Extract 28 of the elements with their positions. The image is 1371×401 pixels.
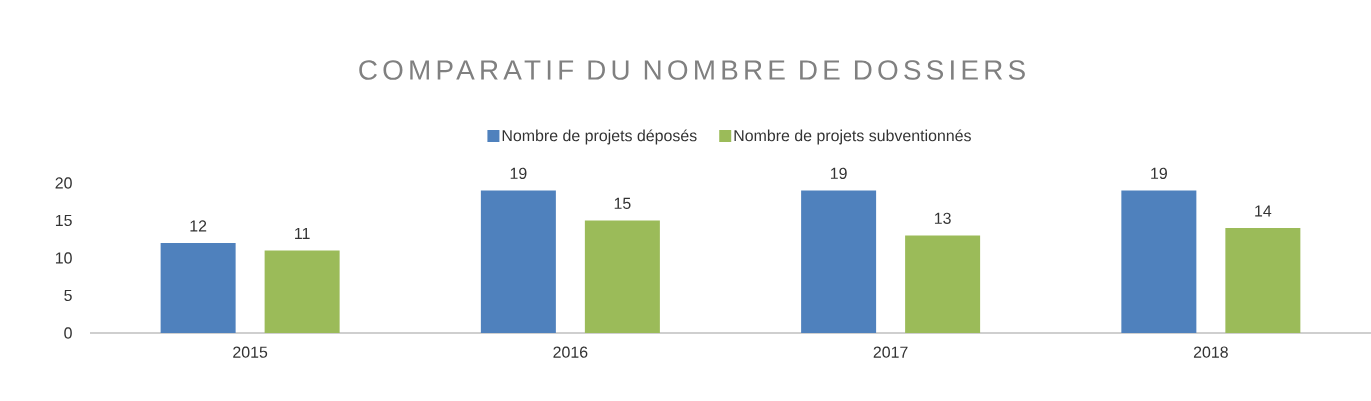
- bar: [264, 250, 340, 333]
- data-label: 19: [830, 167, 847, 179]
- data-label: 13: [934, 212, 951, 224]
- x-tick-label: 2017: [873, 346, 908, 358]
- y-tick-label: 0: [64, 327, 72, 339]
- data-label: 14: [1255, 205, 1272, 217]
- legend-label: Nombre de projets déposés: [502, 129, 697, 145]
- y-tick-label: 15: [55, 214, 72, 227]
- bar: [584, 220, 660, 333]
- data-label: 12: [190, 220, 207, 232]
- bar: [1225, 228, 1301, 333]
- x-tick-label: 2015: [233, 346, 268, 358]
- bar: [480, 190, 556, 333]
- y-tick-label: 10: [55, 252, 72, 264]
- y-tick-label: 20: [55, 177, 72, 189]
- data-label: 11: [295, 228, 310, 239]
- x-tick-label: 2016: [553, 346, 588, 358]
- x-tick-label: 2018: [1193, 346, 1228, 358]
- bar: [160, 243, 236, 333]
- chart-title: COMPARATIF DU NOMBRE DE DOSSIERS: [359, 60, 1025, 80]
- data-label: 19: [1151, 167, 1167, 179]
- legend-label: Nombre de projets subventionnés: [734, 129, 971, 145]
- bar: [905, 235, 981, 333]
- data-label: 19: [510, 167, 527, 179]
- data-label: 15: [614, 197, 631, 209]
- y-tick-label: 5: [64, 289, 72, 302]
- bar: [801, 190, 877, 333]
- bar: [1121, 190, 1197, 333]
